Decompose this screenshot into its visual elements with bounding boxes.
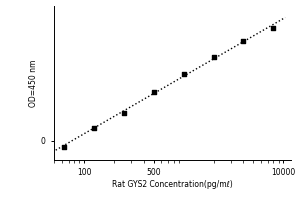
Point <box>241 39 246 42</box>
Point <box>181 72 186 76</box>
Point <box>271 26 276 29</box>
Point <box>151 90 156 94</box>
Point <box>61 146 66 149</box>
Y-axis label: OD=450 nm: OD=450 nm <box>29 59 38 107</box>
X-axis label: Rat GYS2 Concentration(pg/mℓ): Rat GYS2 Concentration(pg/mℓ) <box>112 180 233 189</box>
Point <box>211 56 216 59</box>
Point <box>121 111 126 114</box>
Point <box>91 126 96 130</box>
